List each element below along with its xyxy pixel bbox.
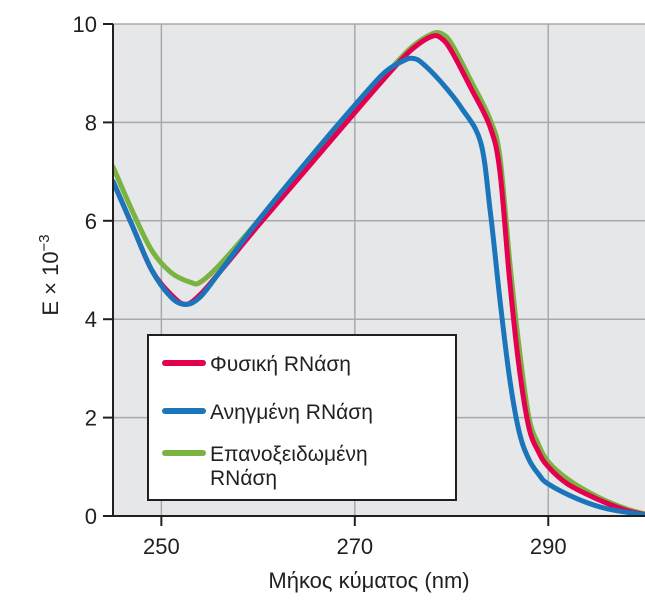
y-axis-title-main: E × 10 — [38, 251, 63, 315]
y-axis-title: E × 10−3 — [36, 234, 63, 315]
x-tick-label: 270 — [336, 534, 373, 559]
y-tick-label: 2 — [85, 406, 97, 431]
x-tick-label: 290 — [530, 534, 567, 559]
y-tick-label: 10 — [73, 12, 97, 37]
y-tick-label: 8 — [85, 110, 97, 135]
legend: Φυσική RNάση Ανηγμένη RNάση Επανοξειδωμένη… — [147, 334, 457, 501]
y-tick-label: 6 — [85, 209, 97, 234]
legend-label: Επανοξειδωμένη — [210, 443, 368, 466]
axes — [103, 23, 645, 526]
legend-label: Φυσική RNάση — [210, 353, 351, 376]
tick-labels: 0 2 4 6 8 10 250 270 290 — [73, 12, 567, 559]
legend-label: Ανηγμένη RNάση — [210, 401, 373, 424]
series-line-reduced — [113, 55, 645, 516]
x-tick-label: 250 — [143, 534, 180, 559]
x-axis-title: Μήκος κύματος (nm) — [268, 568, 469, 593]
series-line-reoxidized — [113, 29, 645, 516]
legend-label: RNάση — [210, 467, 277, 490]
y-tick-label: 4 — [85, 307, 97, 332]
series-lines — [113, 29, 645, 516]
y-axis-title-exponent: −3 — [36, 234, 53, 251]
y-tick-label: 0 — [85, 504, 97, 529]
